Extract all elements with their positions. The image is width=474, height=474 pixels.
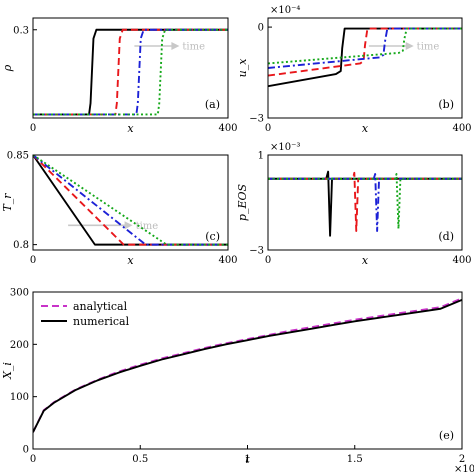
x-axis-label: t — [245, 453, 250, 466]
series-line-dashed — [268, 171, 462, 232]
y-axis-label: T_r — [1, 193, 14, 212]
x-axis-label: x — [362, 254, 369, 267]
panel-d: 0 400 1 −3 x p_EOS ×10⁻³ (d) — [236, 142, 472, 267]
series-line-analytical — [33, 297, 462, 433]
y-tick-label: 100 — [10, 392, 29, 403]
series-line-dashdot — [268, 27, 462, 69]
axes-frame — [267, 17, 463, 119]
x-tick-label: 0 — [30, 454, 36, 465]
y-axis-label: p_EOS — [236, 183, 249, 221]
series-line-solid — [268, 170, 462, 237]
time-arrow-label: time — [417, 42, 440, 53]
series-line-dotted — [268, 27, 462, 65]
y-tick-label: 300 — [10, 288, 29, 299]
series-group — [33, 297, 462, 433]
time-arrow-head — [124, 221, 133, 230]
y-tick-label: 0.8 — [13, 240, 29, 251]
series-group — [33, 28, 228, 116]
y-axis-label: ρ — [1, 64, 14, 72]
x-tick-label: 0 — [30, 255, 36, 266]
panel-a: time 0 400 0.3 x ρ (a) — [1, 17, 238, 135]
panel-label: (c) — [205, 230, 220, 243]
series-line-dashdot — [268, 173, 462, 232]
series-line-solid — [33, 155, 228, 246]
x-tick-label: 1 — [244, 454, 250, 465]
time-arrow-head — [405, 42, 414, 50]
x-tick-label: 0 — [265, 255, 271, 266]
y-multiplier: ×10⁻³ — [270, 142, 300, 153]
x-tick-label: 400 — [452, 123, 471, 134]
time-arrow-label: time — [182, 42, 205, 53]
axes-frame — [267, 154, 463, 251]
y-axis-label: X_i — [1, 362, 14, 380]
y-tick-label: −3 — [249, 114, 264, 125]
series-group — [268, 170, 462, 237]
series-line-dotted — [33, 155, 228, 246]
series-group — [33, 155, 228, 246]
y-axis-label: u_x — [236, 58, 249, 78]
time-arrow-label: time — [136, 221, 159, 232]
x-axis-label: x — [127, 254, 134, 267]
series-line-dashed — [33, 155, 228, 246]
x-tick-label: 0 — [30, 123, 36, 134]
legend-entry: analytical — [73, 300, 128, 313]
y-tick-label: 200 — [10, 340, 29, 351]
y-tick-label: 1 — [258, 151, 264, 162]
series-line-numerical — [33, 298, 462, 433]
x-tick-label: 0.5 — [132, 454, 148, 465]
x-tick-label: 400 — [218, 255, 237, 266]
x-tick-label: 0 — [265, 123, 271, 134]
series-line-dashed — [268, 27, 462, 77]
panel-label: (e) — [439, 429, 454, 442]
panel-label: (b) — [438, 98, 454, 111]
panel-c: time 0 400 0.85 0.8 x T_r (c) — [1, 151, 238, 268]
x-axis-label: x — [362, 122, 369, 135]
series-line-dashdot — [33, 155, 228, 246]
y-tick-label: −3 — [249, 246, 264, 257]
x-tick-label: 1.5 — [347, 454, 363, 465]
axes-frame — [32, 17, 229, 119]
y-tick-label: 0.85 — [7, 151, 29, 162]
y-tick-label: 0.3 — [13, 25, 29, 36]
time-arrow-head — [171, 42, 180, 50]
panel-label: (d) — [438, 230, 454, 243]
x-tick-label: 400 — [218, 123, 237, 134]
panel-label: (a) — [205, 98, 220, 111]
series-line-dotted — [268, 173, 462, 230]
x-tick-label: 2 — [459, 454, 465, 465]
x-axis-label: x — [127, 122, 134, 135]
series-line-dotted — [33, 28, 228, 116]
panel-e: 0 0.5 1 1.5 2 0 100 200 300 t X_i ×10⁷ (e) analytical… — [1, 288, 474, 474]
y-tick-label: 0 — [258, 23, 264, 34]
series-group — [268, 27, 462, 88]
axes-frame — [32, 154, 229, 251]
x-tick-label: 400 — [452, 255, 471, 266]
y-tick-label: 0 — [23, 445, 29, 456]
series-line-solid — [268, 27, 462, 88]
y-multiplier: ×10⁻⁴ — [270, 5, 300, 16]
legend-entry: numerical — [73, 315, 130, 328]
x-multiplier: ×10⁷ — [454, 464, 474, 474]
